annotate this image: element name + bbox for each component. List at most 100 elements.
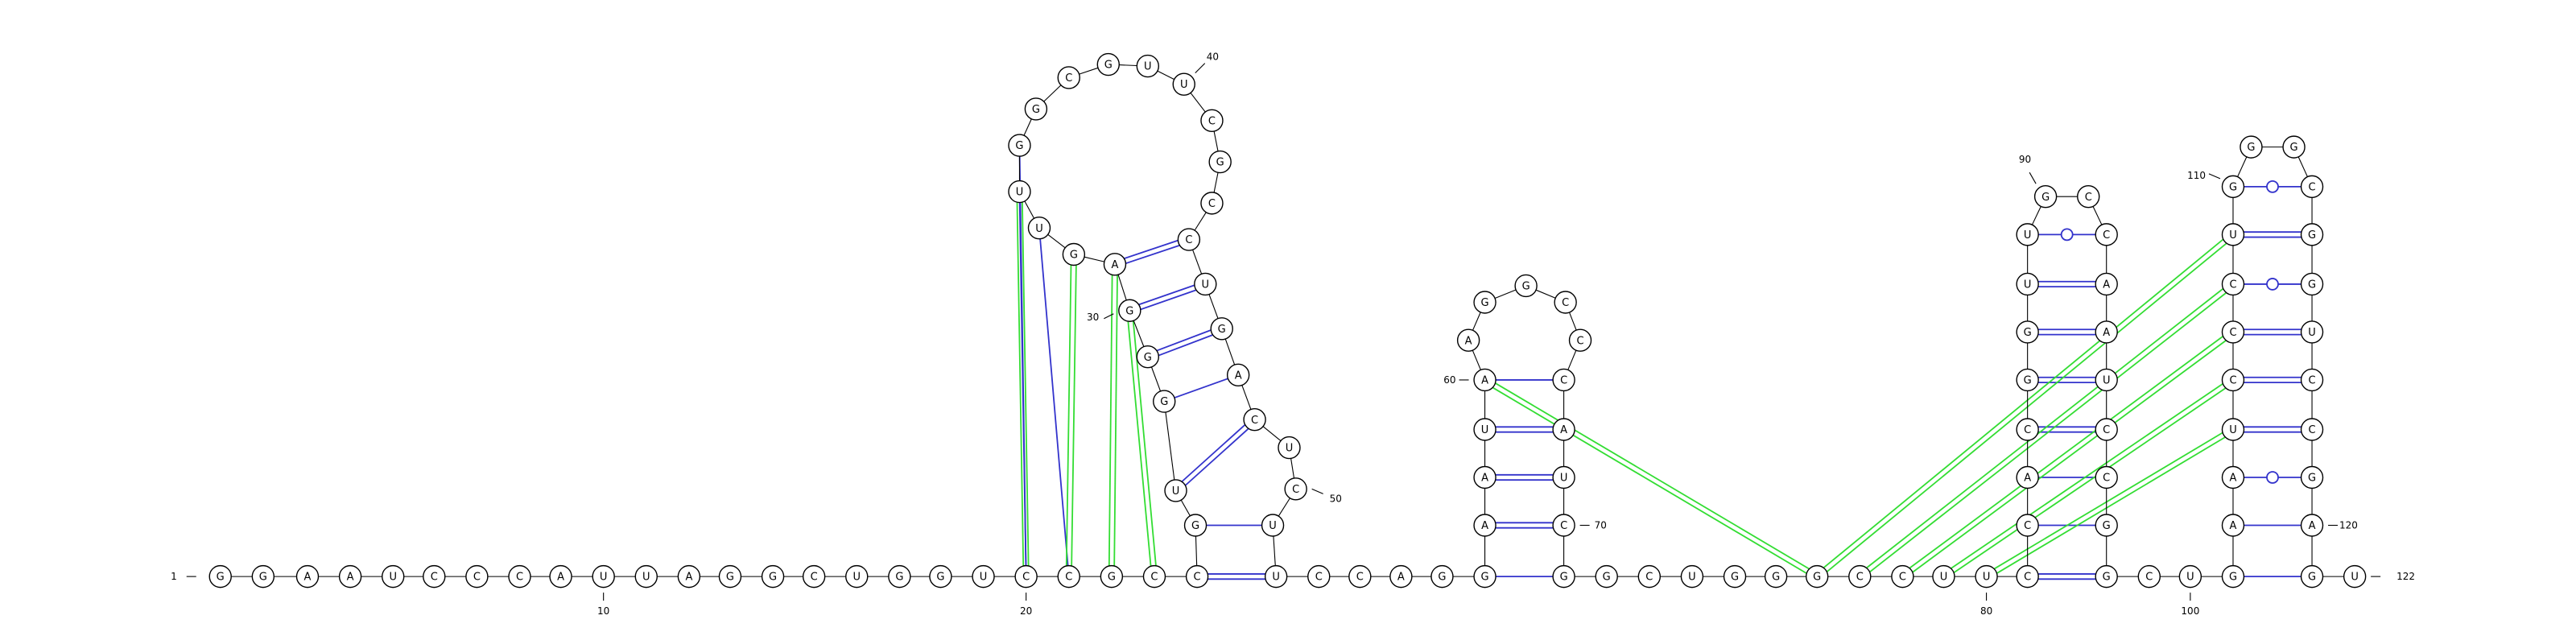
wobble-pair [2244, 180, 2301, 193]
nucleotide-121: U [2343, 564, 2367, 589]
backbone-segment [1023, 118, 1032, 136]
backbone-segment [2297, 156, 2308, 177]
long-range-pair [1018, 156, 1027, 566]
nucleotide-letter: G [1070, 250, 1078, 262]
nucleotide-letter: C [1065, 72, 1072, 85]
nucleotide-letter: C [2103, 424, 2110, 436]
nucleotide-letter: C [2229, 327, 2236, 339]
nucleotide-11: U [634, 564, 658, 589]
nucleotide-letter: A [685, 572, 692, 584]
gc-pair [2038, 573, 2096, 580]
gc-pair [2038, 376, 2096, 384]
nucleotide-letter: U [2308, 327, 2316, 339]
nucleotide-letter: A [1235, 370, 1242, 382]
nucleotide-105: C [2221, 368, 2245, 392]
backbone-segment [1192, 250, 1203, 275]
nucleotide-letter: G [2229, 181, 2237, 193]
nucleotide-85: G [2016, 368, 2039, 392]
nucleotide-letter: A [2230, 520, 2237, 532]
nucleotide-letter: C [2308, 424, 2315, 436]
gc-pair [2038, 280, 2096, 288]
nucleotide-28: G [1136, 345, 1160, 369]
nucleotide-letter: U [389, 572, 397, 584]
nucleotide-59: U [1473, 418, 1496, 441]
nucleotide-8: C [508, 564, 531, 589]
gc-pair [1156, 329, 1213, 357]
pseudoknot-pair [1823, 238, 2227, 572]
position-label-90: 90 [2019, 154, 2031, 165]
nucleotide-letter: C [1065, 572, 1072, 584]
nucleotide-letter: G [2247, 142, 2255, 154]
nucleotide-109: G [2221, 175, 2245, 199]
position-label-30: 30 [1087, 312, 1099, 323]
position-label-60: 60 [1443, 374, 1455, 386]
nucleotide-13: G [718, 564, 742, 589]
nucleotide-letter: G [2308, 572, 2316, 584]
nucleotide-77: C [1848, 564, 1872, 589]
nucleotide-letter: U [642, 572, 650, 584]
nucleotide-letter: G [2103, 572, 2111, 584]
backbone-segment [1262, 426, 1282, 441]
nucleotide-70: G [1552, 564, 1575, 589]
nucleotide-27: G [1153, 390, 1176, 413]
backbone-segment [2237, 156, 2248, 177]
nucleotide-letter: C [1315, 572, 1323, 584]
nucleotide-letter: C [2229, 375, 2236, 387]
nucleotide-89: G [2033, 184, 2058, 209]
nucleotide-letter: G [1104, 60, 1113, 72]
nucleotide-65: C [1568, 328, 1592, 352]
nucleotide-83: A [2016, 465, 2039, 489]
nucleotide-letter: A [1111, 259, 1118, 271]
wobble-pair [2244, 278, 2301, 291]
gc-pair [2244, 376, 2301, 384]
backbone-segment [1195, 535, 1198, 566]
backbone-segment [1278, 498, 1290, 517]
nucleotide-80: U [1975, 564, 1998, 589]
nucleotide-letter: A [1481, 375, 1488, 387]
nucleotide-61: A [1456, 328, 1480, 352]
nucleotide-22: G [1100, 564, 1124, 589]
nucleotide-96: C [2095, 465, 2118, 489]
nucleotide-48: U [1278, 436, 1301, 460]
nucleotide-20: C [1014, 564, 1038, 589]
nucleotide-2: G [251, 564, 275, 589]
nucleotide-letter: U [1272, 572, 1280, 584]
backbone-segment [1150, 366, 1162, 392]
nucleotide-3: A [295, 564, 320, 589]
gc-pair [1496, 522, 1554, 529]
nucleotide-9: A [549, 564, 572, 589]
nucleotide-letter: U [1035, 223, 1043, 235]
nucleotide-letter: G [1731, 572, 1739, 584]
nucleotide-letter: C [2229, 279, 2236, 291]
nucleotide-letter: G [1772, 572, 1780, 584]
nucleotide-98: G [2095, 564, 2118, 589]
nucleotide-letter: G [1481, 572, 1489, 584]
base-pair-layer [1016, 156, 2301, 580]
gc-pair [1208, 573, 1265, 580]
position-label-110: 110 [2187, 170, 2206, 181]
nucleotide-letter: A [1481, 473, 1488, 485]
nucleotide-letter: G [2308, 279, 2316, 291]
nucleotide-119: A [2300, 514, 2324, 537]
nucleotide-41: G [1208, 150, 1232, 174]
backbone-segment [1567, 349, 1577, 370]
nucleotide-letter: G [1522, 281, 1530, 293]
pseudoknot-pair [1065, 265, 1077, 566]
long-range-pair [1039, 238, 1069, 566]
nucleotide-95: C [2095, 418, 2118, 441]
nucleotide-64: C [1554, 291, 1577, 314]
nucleotide-93: A [2095, 320, 2118, 344]
gc-pair [2038, 328, 2096, 336]
nucleotide-17: G [888, 564, 911, 589]
position-label-layer: 1 122 10 20 80 100 30 40 50 60 70 90 110 120 [171, 52, 2415, 617]
nucleotide-letter: G [895, 572, 903, 584]
backbone-segment [1194, 212, 1207, 231]
nucleotide-52: C [1307, 564, 1331, 589]
nucleotide-82: C [2016, 514, 2039, 537]
nucleotide-87: U [2016, 272, 2039, 296]
nucleotide-18: G [929, 564, 952, 589]
nucleotide-112: C [2300, 175, 2324, 199]
nucleotide-letter: A [1465, 335, 1472, 347]
backbone-segment [1241, 385, 1252, 410]
nucleotide-letter: C [473, 572, 481, 584]
